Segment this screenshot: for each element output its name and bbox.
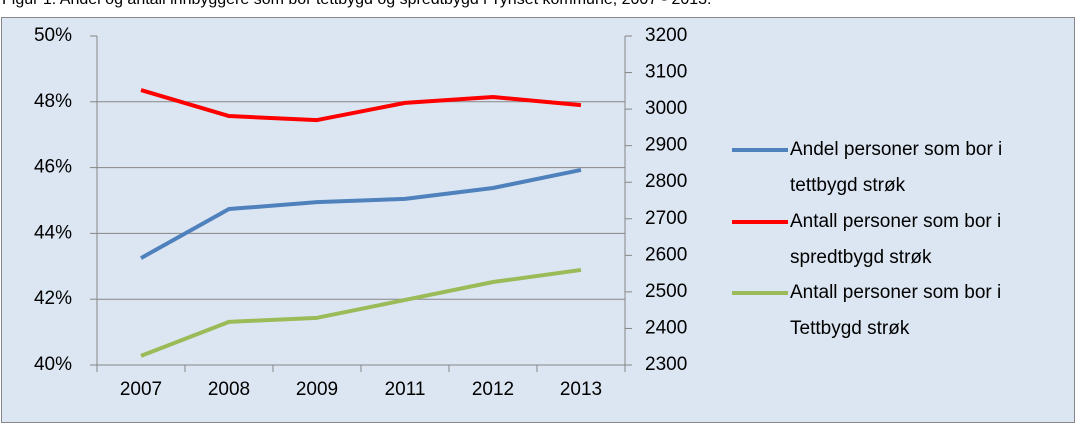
y2-tick-label: 2500 xyxy=(645,281,687,302)
y2-tick-label: 3100 xyxy=(645,62,687,83)
y2-tick-label: 2800 xyxy=(645,171,687,192)
y2-tick-label: 2700 xyxy=(645,208,687,229)
y-tick-label: 42% xyxy=(34,288,72,309)
y2-tick-label: 2600 xyxy=(645,244,687,265)
y-tick-label: 48% xyxy=(34,91,72,112)
y2-tick-label: 2400 xyxy=(645,317,687,338)
x-tick-label: 2008 xyxy=(208,379,250,400)
series-line xyxy=(140,267,582,358)
y2-tick-label: 2300 xyxy=(645,354,687,375)
y2-tick-label: 3200 xyxy=(645,25,687,46)
series-line xyxy=(140,167,582,260)
legend-label: Andel personer som bor i tettbygd strøk xyxy=(790,139,1003,196)
y-tick-label: 50% xyxy=(34,25,72,46)
legend-label: Antall personer som bor i Tettbygd strøk xyxy=(790,282,1002,339)
y2-tick-label: 3000 xyxy=(645,98,687,119)
x-tick-label: 2007 xyxy=(120,379,162,400)
y2-tick-label: 2900 xyxy=(645,135,687,156)
y-tick-label: 46% xyxy=(34,157,72,178)
series-line xyxy=(140,88,582,123)
x-tick-label: 2012 xyxy=(472,379,514,400)
chart-title: Figur 1: Andel og antall innbyggere som … xyxy=(2,0,711,9)
x-tick-label: 2013 xyxy=(560,379,602,400)
x-tick-label: 2009 xyxy=(296,379,338,400)
y-tick-label: 40% xyxy=(34,354,72,375)
x-tick-label: 2011 xyxy=(385,379,426,400)
legend-label: Antall personer som bor i spredtbygd str… xyxy=(790,211,1002,268)
y-tick-label: 44% xyxy=(34,222,72,243)
